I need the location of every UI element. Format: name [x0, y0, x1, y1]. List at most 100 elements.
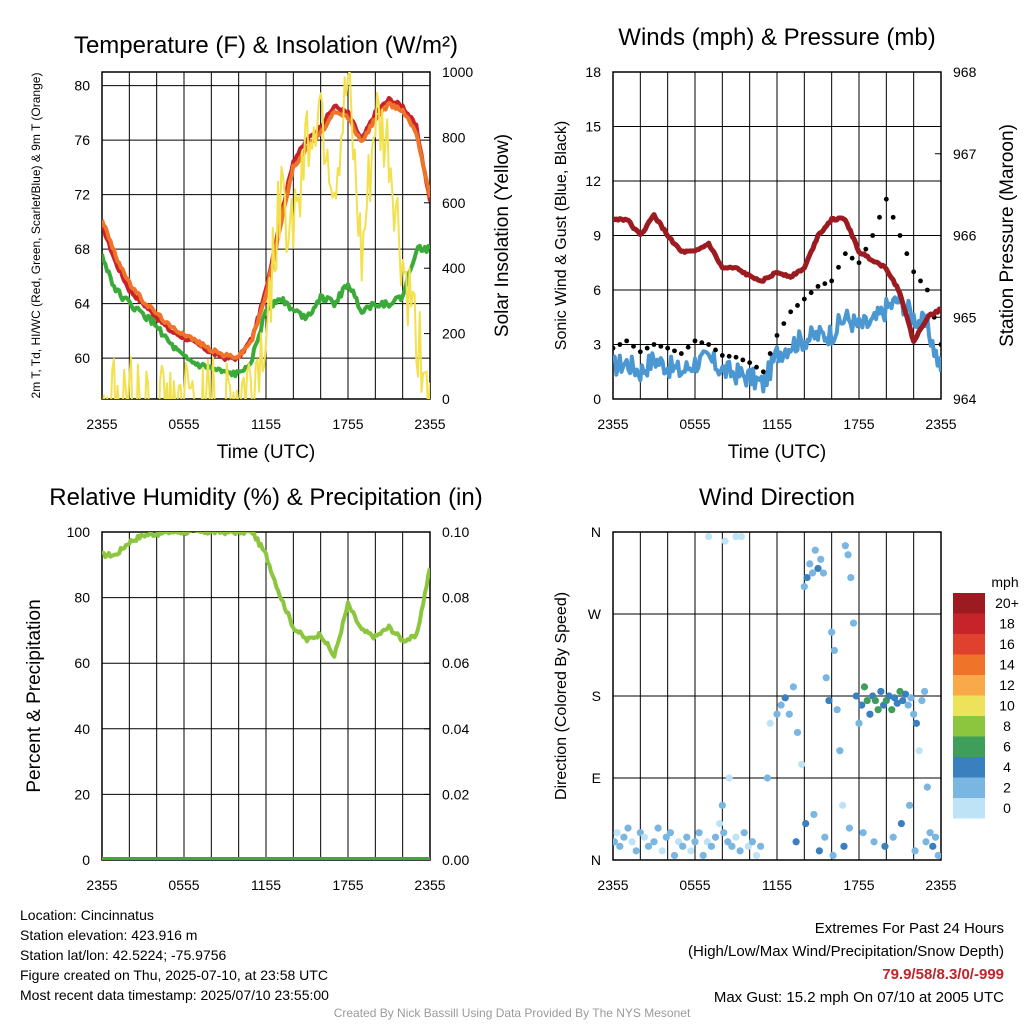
x-tick-label: 0555: [679, 877, 710, 893]
direction-point: [881, 842, 889, 850]
chart-title: Wind Direction: [699, 484, 855, 511]
y-right-tick-label: 0.00: [442, 852, 469, 868]
x-tick-label: 2355: [414, 416, 445, 432]
direction-point: [852, 692, 860, 700]
x-axis-label: Time (UTC): [728, 442, 827, 463]
direction-point: [929, 842, 937, 850]
gust-point: [924, 287, 930, 293]
x-tick-label: 1755: [332, 416, 363, 432]
direction-point: [616, 842, 624, 850]
direction-point: [803, 573, 811, 582]
direction-point: [793, 728, 802, 737]
direction-point: [885, 692, 893, 700]
direction-point: [757, 842, 765, 850]
y-tick-label: 18: [585, 64, 601, 80]
y-right-tick-label: 200: [442, 326, 466, 342]
direction-point: [911, 847, 919, 855]
direction-point: [802, 819, 810, 828]
direction-point: [858, 701, 866, 709]
x-tick-label: 1155: [251, 416, 281, 432]
direction-point: [650, 838, 658, 846]
direction-point: [899, 696, 907, 705]
x-tick-label: 1155: [762, 416, 792, 432]
station-info: Location: Cincinnatus Station elevation:…: [20, 905, 329, 1005]
gust-point: [781, 321, 787, 327]
series-line-relative-humidity: [102, 532, 430, 659]
gust-point: [870, 233, 876, 238]
y-right-tick-label: 0: [442, 391, 450, 407]
direction-point: [740, 829, 748, 837]
direction-point: [847, 573, 855, 582]
gust-point: [760, 369, 766, 375]
chart-panel-1: Temperature (F) & Insolation (W/m²) 2355 0…: [29, 32, 513, 463]
legend-swatch: [953, 757, 985, 778]
legend-swatch: [953, 593, 985, 614]
extremes-values: 79.9/58/8.3/0/-999: [882, 966, 1004, 983]
y-tick-label: 0: [82, 852, 90, 868]
direction-point: [766, 719, 774, 727]
direction-point: [819, 569, 828, 577]
y-tick-label: 100: [67, 524, 91, 540]
direction-point: [836, 747, 844, 755]
direction-point: [789, 683, 798, 691]
direction-point: [896, 687, 904, 696]
direction-point: [897, 819, 905, 828]
legend-label: 0: [1003, 800, 1011, 816]
y-tick-label: 20: [74, 786, 90, 802]
legend-title: mph: [991, 574, 1018, 590]
legend-label: 20+: [995, 595, 1019, 611]
direction-point: [921, 687, 929, 696]
y-right-tick-label: 0.06: [442, 655, 469, 671]
direction-point: [695, 829, 703, 837]
gust-point: [726, 353, 732, 359]
gust-point: [863, 246, 869, 252]
legend-label: 12: [999, 677, 1015, 693]
x-tick-label: 2355: [414, 877, 445, 893]
gust-point: [897, 233, 903, 238]
y-tick-label: 9: [593, 228, 601, 244]
x-tick-label: 2355: [597, 416, 628, 432]
direction-point: [825, 696, 833, 705]
direction-point: [863, 696, 871, 705]
direction-point: [871, 696, 880, 705]
y-tick-label: 3: [593, 337, 601, 353]
y-tick-label: 76: [74, 132, 90, 148]
gust-point: [733, 354, 739, 360]
series-line-sonic-wind: [613, 289, 941, 394]
direction-point: [844, 551, 852, 559]
y-right-tick-label: 967: [953, 146, 977, 162]
direction-point: [833, 706, 841, 714]
y-right-tick-label: 0.02: [442, 786, 469, 802]
direction-point: [841, 542, 849, 550]
x-axis-label: Time (UTC): [217, 442, 316, 463]
direction-point: [926, 829, 934, 837]
legend-label: 10: [999, 698, 1015, 714]
y-axis-label-left: 2m T, Td, HI/WC (Red, Green, Scarlet/Blu…: [29, 73, 43, 399]
y-tick-label: 80: [74, 590, 90, 606]
direction-point: [918, 696, 926, 705]
y-tick-label: 40: [74, 721, 90, 737]
gust-point: [692, 338, 698, 344]
gust-point: [624, 338, 630, 344]
direction-point: [728, 842, 736, 850]
gust-point: [883, 196, 889, 202]
y-tick-label: 60: [74, 350, 90, 366]
gust-point: [808, 290, 814, 296]
direction-point: [785, 710, 793, 718]
y-tick-label: 0: [593, 391, 601, 407]
created-text: Figure created on Thu, 2025-07-10, at 23…: [20, 967, 328, 983]
direction-point: [658, 847, 666, 855]
y-axis-label-left: Percent & Precipitation: [24, 599, 45, 792]
recent-data-text: Most recent data timestamp: 2025/07/10 2…: [20, 987, 329, 1003]
gust-point: [829, 278, 835, 284]
legend-swatch: [953, 798, 985, 819]
direction-point: [888, 706, 896, 714]
direction-point: [777, 701, 785, 709]
direction-point: [699, 851, 707, 860]
direction-point: [829, 851, 837, 860]
direction-point: [907, 694, 915, 702]
direction-point: [711, 833, 720, 841]
direction-point: [890, 694, 899, 702]
direction-point: [922, 838, 930, 846]
direction-point: [613, 838, 618, 846]
